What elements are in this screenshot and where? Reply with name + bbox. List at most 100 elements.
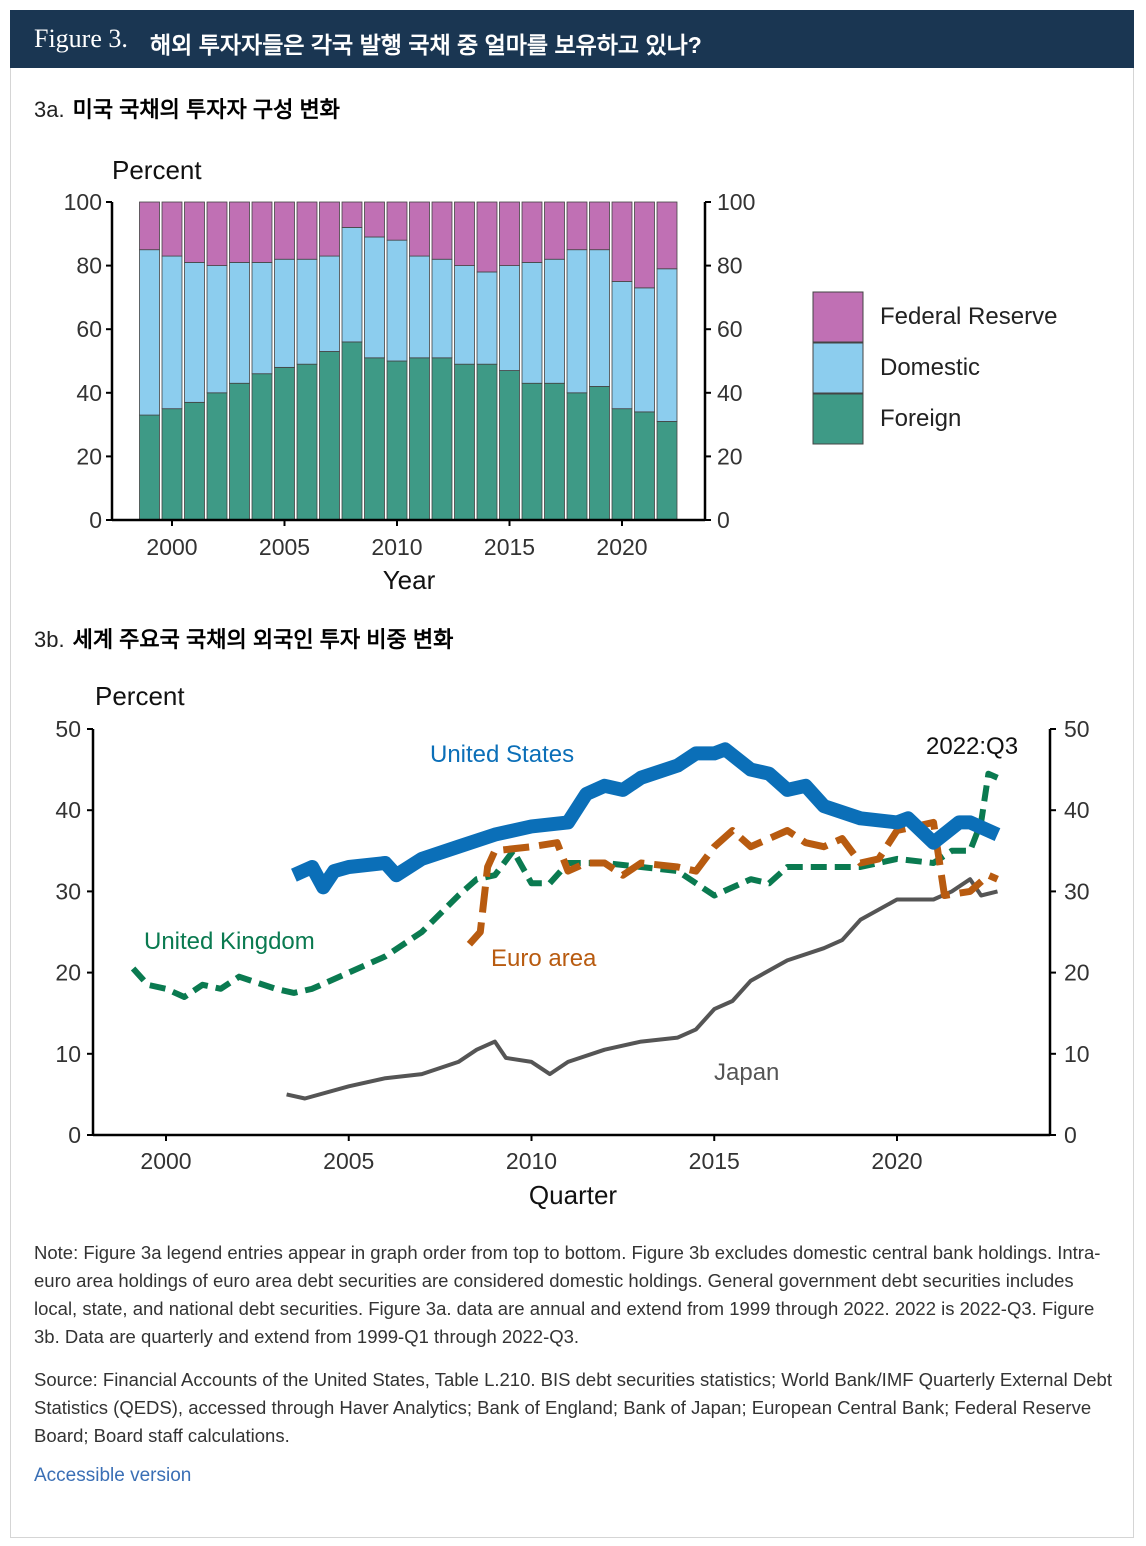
y-tick-label: 60 [76,316,102,342]
y-tick-label: 80 [76,253,102,279]
y-tick-label-right: 60 [717,316,743,342]
y-tick-label: 50 [55,716,81,742]
bar-domestic-2008 [341,227,363,343]
bar-foreign-2002 [206,392,228,521]
bar-foreign-2007 [319,351,340,521]
series-label-united-kingdom: United Kingdom [144,928,315,955]
bar-domestic-2013 [454,265,475,365]
bar-foreign-2013 [454,363,475,521]
x-tick-label: 2000 [146,534,197,560]
bar-domestic-2009 [364,236,385,359]
bar-domestic-2006 [296,258,318,365]
bar-domestic-1999 [139,249,160,416]
figure-label: Figure 3. [34,24,128,53]
bar-foreign-2015 [499,370,520,521]
y-tick-label-right: 40 [717,380,743,406]
bar-federal-reserve-2001 [184,201,205,263]
y-tick-label-right: 20 [1064,960,1090,986]
bar-domestic-2001 [184,262,205,403]
y-tick-label-right: 0 [1064,1122,1077,1148]
x-tick-label: 2005 [323,1148,374,1174]
bar-foreign-2008 [341,341,363,521]
y-tick-label-right: 100 [717,189,755,215]
y-tick-label: 20 [76,443,102,469]
bar-federal-reserve-2020 [611,201,633,282]
bar-federal-reserve-2002 [206,201,228,266]
bar-domestic-2014 [476,271,498,365]
bar-foreign-2017 [544,382,565,521]
legend-swatch-domestic [812,342,864,394]
y-tick-label: 100 [64,189,102,215]
bar-foreign-2005 [274,366,295,521]
panel-a-label: 3a. [34,97,65,122]
bar-foreign-2019 [589,386,610,521]
bar-federal-reserve-2004 [251,201,273,263]
y-tick-label: 30 [55,878,81,904]
series-line-united-kingdom [130,770,999,1000]
bar-domestic-2004 [251,262,273,375]
x-axis-label: Year [383,565,436,595]
bar-foreign-2020 [611,408,633,521]
bar-foreign-2016 [521,382,543,521]
bar-federal-reserve-2021 [634,201,655,289]
bar-foreign-2018 [566,392,588,521]
bar-domestic-2021 [634,287,655,413]
bar-federal-reserve-2005 [274,201,295,260]
bar-federal-reserve-2018 [566,201,588,251]
legend-label: Foreign [880,405,961,432]
bar-domestic-2005 [274,258,295,368]
panel-b-heading: 3b. 세계 주요국 국채의 외국인 투자 비중 변화 [34,622,453,654]
figure-title: 해외 투자자들은 각국 발행 국채 중 얼마를 보유하고 있나? [150,32,702,58]
bar-federal-reserve-2022 [656,201,678,270]
x-tick-label: 2020 [596,534,647,560]
bar-federal-reserve-2000 [161,201,183,257]
bar-domestic-2007 [319,255,340,352]
legend-swatch-federal-reserve [812,291,864,343]
panel-b-title: 세계 주요국 국채의 외국인 투자 비중 변화 [72,627,454,652]
bar-federal-reserve-2012 [431,201,453,260]
x-tick-label: 2015 [689,1148,740,1174]
bar-foreign-2003 [229,382,250,521]
accessible-version-link[interactable]: Accessible version [34,1465,192,1486]
y-tick-label-right: 80 [717,253,743,279]
bar-foreign-2011 [409,357,430,521]
bar-federal-reserve-2019 [589,201,610,251]
bar-federal-reserve-2017 [544,201,565,260]
series-label-euro-area: Euro area [491,945,597,972]
bar-foreign-2009 [364,357,385,521]
series-line-united-states [291,742,1001,895]
bar-foreign-2006 [296,363,318,521]
source-text: Source: Financial Accounts of the United… [34,1369,1112,1446]
x-axis-label: Quarter [529,1180,617,1210]
y-tick-label: 40 [76,380,102,406]
bar-federal-reserve-1999 [139,201,160,251]
bar-domestic-2003 [229,262,250,384]
bar-domestic-2012 [431,258,453,359]
bar-domestic-2015 [499,265,520,371]
bar-domestic-2016 [521,262,543,384]
panel-b-label: 3b. [34,627,65,652]
bar-foreign-2010 [386,360,408,521]
bar-domestic-2020 [611,281,633,410]
x-tick-label: 2010 [506,1148,557,1174]
y-tick-label-right: 50 [1064,716,1090,742]
y-axis-label: Percent [95,681,185,711]
bar-domestic-2011 [409,255,430,359]
series-label-united-states: United States [430,741,574,768]
bar-domestic-2010 [386,239,408,362]
bar-foreign-2022 [656,421,678,521]
bar-federal-reserve-2011 [409,201,430,257]
y-tick-label: 10 [55,1041,81,1067]
bar-federal-reserve-2008 [341,201,363,228]
bar-domestic-2022 [656,268,678,422]
bar-foreign-2021 [634,411,655,521]
bar-foreign-2012 [431,357,453,521]
y-tick-label: 20 [55,960,81,986]
bar-foreign-2014 [476,363,498,521]
note-text: Note: Figure 3a legend entries appear in… [34,1242,1101,1347]
y-tick-label: 0 [89,507,102,533]
y-tick-label: 40 [55,797,81,823]
